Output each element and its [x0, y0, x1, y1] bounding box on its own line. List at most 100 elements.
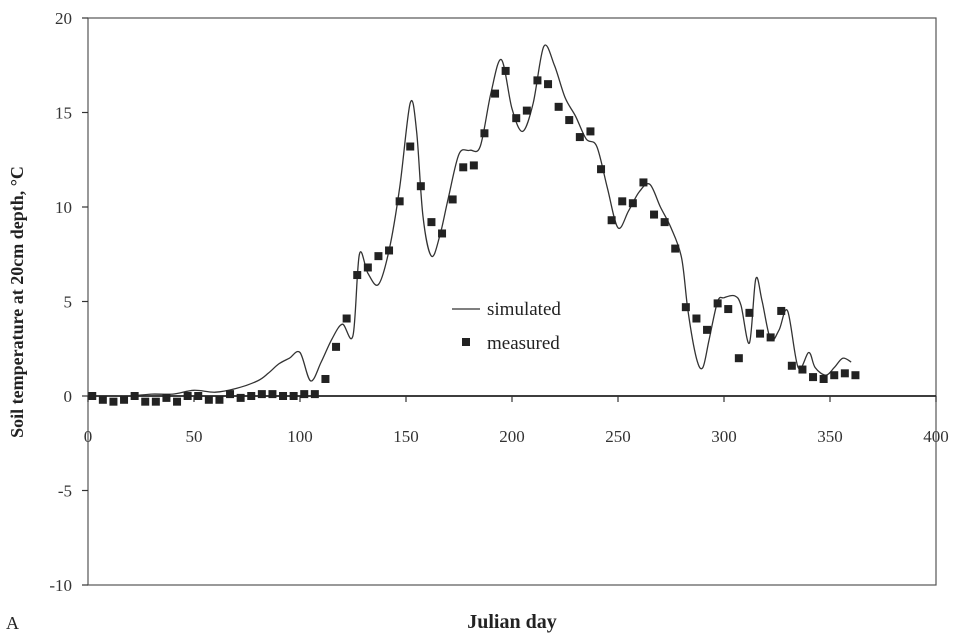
measured-point	[618, 197, 627, 206]
y-tick-label: 20	[55, 9, 72, 28]
measured-point	[628, 199, 637, 208]
x-tick-label: 200	[499, 427, 525, 446]
measured-point	[194, 392, 203, 400]
measured-point	[268, 390, 277, 399]
y-tick-label: -10	[49, 576, 72, 595]
measured-point	[724, 305, 733, 314]
measured-point	[310, 390, 319, 399]
legend-label-simulated: simulated	[487, 299, 561, 320]
measured-point	[734, 354, 743, 363]
measured-point	[448, 195, 457, 204]
panel-label: A	[6, 613, 19, 633]
measured-point	[183, 392, 192, 400]
measured-point	[681, 303, 690, 312]
measured-point	[395, 197, 404, 206]
measured-point	[406, 142, 415, 151]
measured-point	[257, 390, 266, 399]
measured-point	[385, 246, 394, 255]
measured-point	[236, 393, 245, 402]
measured-point	[533, 76, 542, 85]
measured-point	[745, 308, 754, 317]
measured-point	[756, 329, 765, 338]
measured-point	[639, 178, 648, 187]
y-tick-label: 0	[64, 387, 73, 406]
y-tick-label: 15	[55, 104, 72, 123]
measured-point	[809, 373, 818, 382]
measured-point	[586, 127, 595, 136]
y-tick-label: 10	[55, 198, 72, 217]
measured-point	[363, 263, 372, 272]
x-tick-label: 150	[393, 427, 419, 446]
measured-point	[438, 229, 447, 238]
measured-point	[204, 395, 213, 404]
measured-point	[130, 392, 139, 400]
measured-point	[565, 116, 574, 125]
measured-point	[98, 395, 107, 404]
x-tick-label: 100	[287, 427, 313, 446]
measured-point	[141, 397, 150, 406]
measured-point	[597, 165, 606, 174]
measured-point	[703, 325, 712, 334]
measured-point	[692, 314, 701, 323]
measured-point	[607, 216, 616, 225]
measured-point	[321, 374, 330, 383]
measured-point	[353, 271, 362, 280]
measured-point	[247, 392, 256, 400]
measured-point	[88, 392, 97, 400]
measured-point	[173, 397, 182, 406]
y-ticks: -10 -5 0 5 10 15 20	[49, 9, 88, 595]
legend: simulated measured	[452, 299, 561, 354]
measured-point	[491, 89, 500, 98]
simulated-line	[87, 44, 852, 397]
measured-point	[226, 390, 235, 399]
x-ticks: 0 50 100 150 200 250 300 350 400	[84, 396, 949, 446]
measured-point	[151, 397, 160, 406]
measured-point	[416, 182, 425, 191]
measured-point	[109, 397, 118, 406]
x-tick-label: 350	[817, 427, 843, 446]
measured-point	[279, 392, 288, 400]
measured-point	[512, 114, 521, 123]
measured-point	[459, 163, 468, 172]
measured-point	[787, 361, 796, 370]
measured-point	[713, 299, 722, 308]
measured-point	[650, 210, 659, 219]
measured-point	[660, 218, 669, 227]
x-tick-label: 300	[711, 427, 737, 446]
measured-point	[819, 374, 828, 383]
legend-marker-swatch	[462, 338, 470, 346]
measured-point	[798, 365, 807, 374]
measured-point	[554, 102, 563, 111]
measured-point	[501, 66, 510, 75]
measured-point	[671, 244, 680, 253]
measured-point	[522, 106, 531, 115]
measured-point	[777, 306, 786, 315]
measured-point	[766, 333, 775, 342]
measured-point	[427, 218, 436, 227]
measured-point	[332, 342, 341, 351]
measured-point	[480, 129, 489, 138]
legend-label-measured: measured	[487, 333, 560, 354]
y-axis-title: Soil temperature at 20cm depth, °C	[7, 166, 27, 438]
y-tick-label: 5	[64, 293, 73, 312]
measured-point	[851, 371, 860, 380]
y-tick-label: -5	[58, 482, 72, 501]
series-layer	[87, 44, 860, 406]
measured-point	[830, 371, 839, 380]
measured-point	[575, 133, 584, 142]
x-axis-title: Julian day	[467, 611, 556, 633]
measured-point	[120, 395, 129, 404]
measured-point	[544, 80, 553, 89]
measured-point	[469, 161, 478, 170]
x-tick-label: 0	[84, 427, 93, 446]
measured-point	[300, 390, 309, 399]
x-tick-label: 400	[923, 427, 949, 446]
measured-point	[840, 369, 849, 378]
measured-point	[374, 252, 383, 261]
x-tick-label: 50	[186, 427, 203, 446]
measured-point	[215, 395, 224, 404]
measured-point	[289, 392, 298, 400]
measured-point	[342, 314, 351, 323]
